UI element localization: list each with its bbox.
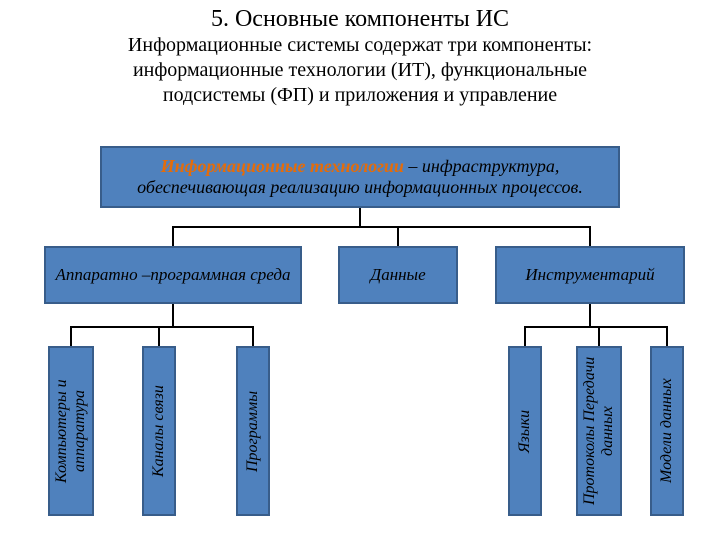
connector xyxy=(589,304,591,326)
connector xyxy=(252,326,254,346)
leaf-node-r2: Модели данных xyxy=(650,346,684,516)
connector xyxy=(524,326,526,346)
slide-title: 5. Основные компоненты ИС xyxy=(0,0,720,33)
connector xyxy=(158,326,160,346)
connector xyxy=(359,208,361,226)
connector xyxy=(525,326,667,328)
connector xyxy=(173,226,590,228)
connector xyxy=(397,226,399,246)
leaf-node-l1: Каналы связи xyxy=(142,346,176,516)
connector xyxy=(598,326,600,346)
connector xyxy=(71,326,253,328)
connector xyxy=(589,226,591,246)
connector xyxy=(172,226,174,246)
leaf-node-r1: Протоколы Передачи данных xyxy=(576,346,622,516)
mid-node-m1: Данные xyxy=(338,246,458,304)
leaf-node-r0: Языки xyxy=(508,346,542,516)
slide-subtitle: Информационные системы содержат три комп… xyxy=(0,33,720,108)
root-node: Информационные технологии – инфраструкту… xyxy=(100,146,620,208)
leaf-node-l2: Программы xyxy=(236,346,270,516)
mid-node-m2: Инструментарий xyxy=(495,246,685,304)
connector xyxy=(172,304,174,326)
mid-node-m0: Аппаратно –программная среда xyxy=(44,246,302,304)
root-em: Информационные технологии xyxy=(161,156,404,176)
leaf-node-l0: Компьютеры и аппаратура xyxy=(48,346,94,516)
connector xyxy=(70,326,72,346)
connector xyxy=(666,326,668,346)
